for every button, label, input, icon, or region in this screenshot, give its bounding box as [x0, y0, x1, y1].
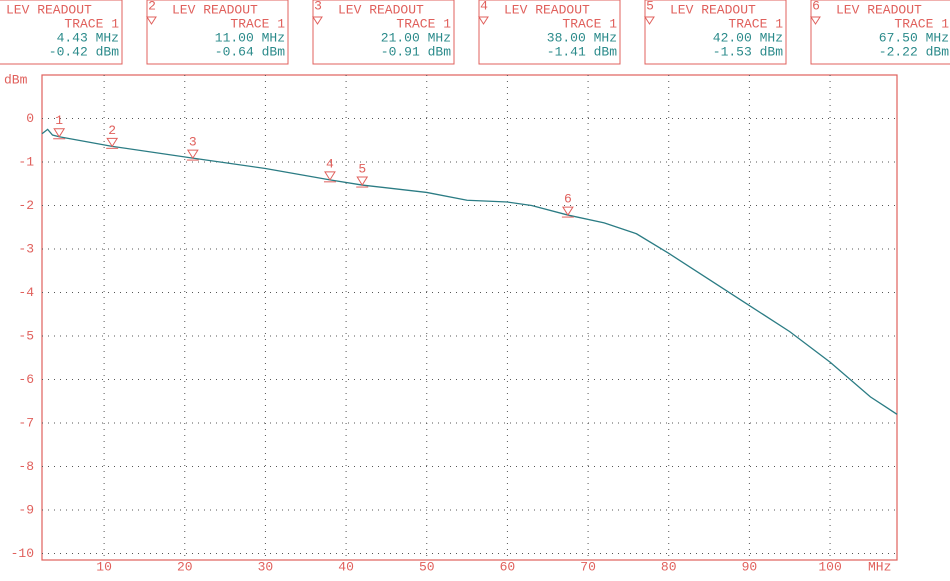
marker-symbol	[356, 176, 369, 186]
readout-level: -1.53 dBm	[713, 44, 783, 59]
readout-box	[644, 0, 787, 65]
readout-freq: 11.00 MHz	[215, 30, 285, 45]
x-tick-label: 50	[419, 559, 435, 574]
marker-number: 6	[564, 192, 572, 207]
readout-trace: TRACE 1	[230, 16, 285, 31]
y-tick-label: 0	[26, 111, 34, 126]
x-tick-label: 80	[661, 559, 677, 574]
readout-box	[810, 0, 950, 65]
x-tick-label: 40	[338, 559, 354, 574]
readout-freq: 42.00 MHz	[713, 30, 783, 45]
readout-level: -0.42 dBm	[49, 44, 119, 59]
marker-symbol	[53, 128, 66, 138]
readout-freq: 4.43 MHz	[57, 30, 119, 45]
readout-box	[146, 0, 289, 65]
readout-number: 3	[314, 0, 322, 13]
readout-freq: 21.00 MHz	[381, 30, 451, 45]
y-tick-label: -2	[18, 198, 34, 213]
readout-number: 5	[646, 0, 654, 13]
marker-number: 4	[326, 156, 334, 171]
y-tick-label: -8	[18, 459, 34, 474]
plot-frame	[41, 74, 898, 561]
readout-title: LEV READOUT	[6, 2, 92, 17]
marker-number: 1	[55, 113, 63, 128]
y-tick-label: -7	[18, 415, 34, 430]
x-tick-label: 100	[818, 559, 841, 574]
readout-number: 4	[480, 0, 488, 13]
y-tick-label: -3	[18, 241, 34, 256]
marker-symbol	[562, 206, 574, 217]
y-unit: dBm	[4, 72, 28, 87]
readout-trace: TRACE 1	[562, 16, 617, 31]
x-tick-label: 20	[177, 559, 193, 574]
readout-title: LEV READOUT	[836, 2, 922, 17]
readout-symbol	[810, 16, 821, 25]
trace-line	[41, 128, 898, 415]
readout-level: -1.41 dBm	[547, 44, 617, 59]
readout-level: -0.91 dBm	[381, 44, 451, 59]
readout-symbol	[644, 16, 655, 25]
x-tick-label: 30	[258, 559, 274, 574]
readout-level: -2.22 dBm	[879, 44, 949, 59]
readout-freq: 67.50 MHz	[879, 30, 949, 45]
marker-symbol	[324, 171, 336, 181]
y-tick-label: -9	[18, 502, 34, 517]
readout-title: LEV READOUT	[670, 2, 756, 17]
readout-number: 2	[148, 0, 156, 13]
y-tick-label: -10	[11, 546, 34, 561]
x-tick-label: 60	[500, 559, 516, 574]
x-tick-label: 70	[580, 559, 596, 574]
y-tick-label: -5	[18, 328, 34, 343]
readout-trace: TRACE 1	[894, 16, 949, 31]
readout-box	[0, 0, 123, 65]
readout-title: LEV READOUT	[338, 2, 424, 17]
marker-number: 2	[108, 123, 116, 138]
readout-trace: TRACE 1	[396, 16, 451, 31]
y-tick-label: -1	[18, 154, 34, 169]
readout-box	[478, 0, 621, 65]
readout-symbol	[312, 16, 323, 25]
x-unit: MHz	[868, 559, 891, 574]
readout-title: LEV READOUT	[172, 2, 258, 17]
y-tick-label: -4	[18, 285, 34, 300]
marker-symbol	[186, 149, 199, 160]
readout-box	[312, 0, 455, 65]
marker-number: 3	[189, 135, 197, 150]
readout-symbol	[146, 16, 157, 25]
readout-number: 6	[812, 0, 820, 13]
readout-symbol	[478, 16, 489, 25]
readout-title: LEV READOUT	[504, 2, 590, 17]
x-tick-label: 10	[96, 559, 112, 574]
readout-trace: TRACE 1	[728, 16, 783, 31]
marker-symbol	[106, 137, 119, 148]
marker-number: 5	[358, 161, 366, 176]
readout-level: -0.64 dBm	[215, 44, 285, 59]
x-tick-label: 90	[742, 559, 758, 574]
readout-trace: TRACE 1	[64, 16, 119, 31]
readout-freq: 38.00 MHz	[547, 30, 617, 45]
y-tick-label: -6	[18, 372, 34, 387]
